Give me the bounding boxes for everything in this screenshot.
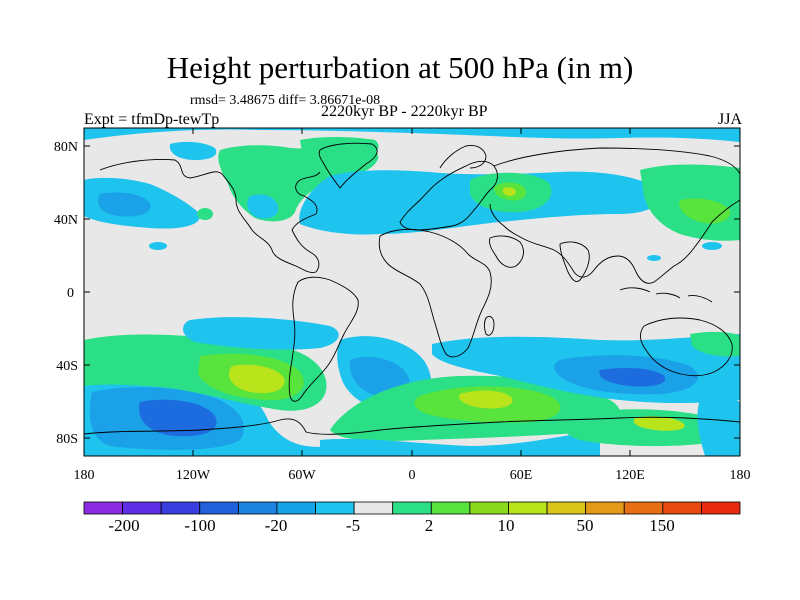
- colorbar-box: [469, 501, 509, 515]
- colorbar-box: [276, 501, 316, 515]
- coast-antarctica: [84, 416, 740, 435]
- period-label: 2220kyr BP - 2220kyr BP: [321, 103, 488, 120]
- colorbar-box: [623, 501, 664, 515]
- colorbar-box: [199, 501, 239, 515]
- tropical-pacific-negative: [183, 317, 339, 350]
- colorbar: [83, 501, 741, 515]
- map-field: [84, 128, 756, 456]
- colorbar-box: [662, 501, 702, 515]
- speck-positive-1: [197, 208, 213, 220]
- colorbar-box: [392, 501, 432, 515]
- colorbar-box: [160, 501, 201, 515]
- colorbar-box: [430, 501, 471, 515]
- coast-arabia: [489, 235, 524, 268]
- lon-label-0: 0: [409, 468, 416, 483]
- speck-negative-3: [647, 255, 661, 261]
- lat-label-40s: 40S: [56, 359, 78, 374]
- colorbar-label-10: 10: [498, 516, 515, 535]
- colorbar-label-150: 150: [649, 516, 675, 535]
- colorbar-label-minus-20: -20: [265, 516, 288, 535]
- coast-europe: [399, 160, 498, 231]
- lat-label-80n: 80N: [54, 140, 78, 155]
- south-pacific-negative-core: [139, 399, 217, 437]
- colorbar-box: [701, 501, 741, 515]
- lon-label-60e: 60E: [510, 468, 533, 483]
- north-america-negative-small: [247, 194, 279, 219]
- indian-ocean-negative-core: [599, 368, 666, 387]
- arctic-negative: [84, 128, 740, 142]
- west-australia-positive: [690, 331, 740, 357]
- south-atlantic-negative-mid: [349, 356, 410, 398]
- coast-india: [559, 241, 590, 283]
- antarctic-positive-core: [633, 416, 685, 431]
- coast-scandinavia: [439, 145, 487, 169]
- colorbar-label-50: 50: [577, 516, 594, 535]
- coast-australia: [639, 317, 733, 377]
- colorbar-label-2: 2: [425, 516, 434, 535]
- lon-axis: [83, 128, 741, 456]
- stats-text: rmsd= 3.48675 diff= 3.86671e-08: [190, 93, 381, 108]
- colorbar-label-minus-5: -5: [346, 516, 360, 535]
- speck-negative-2: [702, 242, 722, 250]
- colorbar-box: [585, 501, 625, 515]
- southern-ocean-negative: [320, 430, 600, 456]
- coast-north-america: [99, 159, 321, 273]
- colorbar-box: [315, 501, 355, 515]
- lat-label-0: 0: [67, 286, 74, 301]
- colorbar-box: [122, 501, 162, 515]
- coast-new-zealand: [748, 374, 756, 380]
- plot-title: Height perturbation at 500 hPa (in m): [166, 50, 634, 85]
- coast-indonesia: [619, 287, 713, 303]
- north-pacific-negative-mid: [98, 192, 151, 217]
- coast-south-america: [288, 276, 359, 402]
- experiment-label: Expt = tfmDp-tewTp: [84, 111, 220, 128]
- south-indian-positive-core: [459, 390, 513, 409]
- lon-label-180w: 180: [74, 468, 95, 483]
- coastlines: [84, 142, 756, 435]
- colorbar-box: [353, 501, 394, 515]
- coast-greenland: [318, 142, 378, 189]
- greenland-positive: [300, 137, 379, 156]
- colorbar-box: [83, 501, 123, 515]
- lon-label-120e: 120E: [615, 468, 645, 483]
- lon-label-120w: 120W: [176, 468, 211, 483]
- colorbar-box: [508, 501, 548, 515]
- colorbar-box: [546, 501, 587, 515]
- hudson-negative: [169, 141, 217, 160]
- lat-label-80s: 80S: [56, 432, 78, 447]
- coast-africa: [378, 228, 492, 358]
- speck-negative-1: [149, 242, 167, 250]
- lon-label-180e: 180: [730, 468, 751, 483]
- lat-axis: [84, 145, 740, 439]
- colorbar-label-minus-200: -200: [108, 516, 139, 535]
- south-america-positive-core: [228, 364, 285, 394]
- southeast-pacific-negative: [697, 397, 740, 456]
- lon-label-60w: 60W: [288, 468, 316, 483]
- europe-positive-center: [502, 187, 516, 196]
- lat-label-40n: 40N: [54, 213, 78, 228]
- colorbar-box: [237, 501, 278, 515]
- season-label: JJA: [717, 111, 742, 128]
- coast-asia: [489, 147, 740, 284]
- colorbar-label-minus-100: -100: [184, 516, 215, 535]
- coast-madagascar: [484, 315, 495, 336]
